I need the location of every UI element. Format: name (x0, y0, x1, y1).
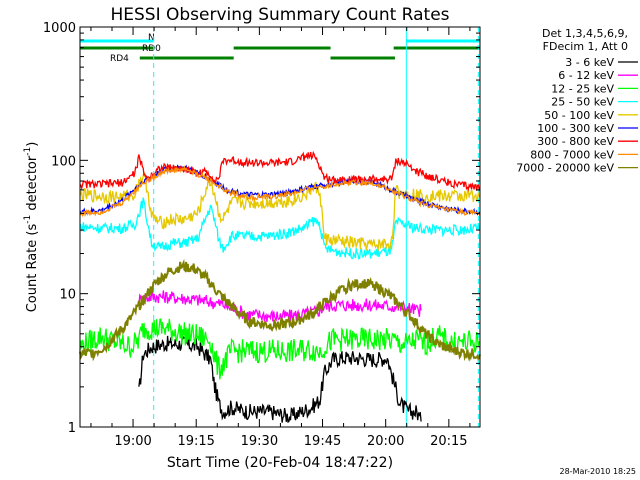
legend-label-4: 50 - 100 keV (544, 109, 614, 122)
chart-title: HESSI Observing Summary Count Rates (110, 5, 449, 25)
series-line-3 (79, 197, 481, 260)
x-axis-ticks: 19:00 19:15 19:30 19:45 20:00 20:15 (90, 27, 471, 449)
flag-label-1: RD0 (142, 44, 161, 54)
x-tick-label: 19:30 (241, 434, 278, 449)
legend-label-1: 6 - 12 keV (558, 69, 614, 82)
series-line-1 (138, 289, 422, 322)
series-lines (79, 150, 481, 423)
legend: Det 1,3,4,5,6,9,FDecim 1, Att 0 3 - 6 keV… (516, 27, 638, 175)
x-tick-label: 19:45 (304, 434, 341, 449)
x-axis-label: Start Time (20-Feb-04 18:47:22) (167, 455, 393, 471)
legend-header-0: Det 1,3,4,5,6,9, (542, 27, 628, 40)
flag-label-0: N (148, 33, 155, 43)
x-tick-label: 20:00 (367, 434, 404, 449)
y-axis-label: Count Rate (s-1 detector-1) (23, 142, 40, 313)
y-axis-label-main: Count Rate (s (25, 224, 40, 313)
flag-label-2: RD4 (110, 54, 129, 64)
vertical-markers (79, 27, 479, 427)
timestamp: 28-Mar-2010 18:25 (560, 467, 637, 476)
y-tick-label: 100 (51, 154, 76, 169)
legend-label-6: 300 - 800 keV (537, 135, 614, 148)
series-line-0 (138, 335, 422, 423)
y-tick-label: 10 (59, 288, 76, 303)
x-tick-label: 20:15 (430, 434, 467, 449)
series-line-6 (79, 150, 481, 192)
legend-label-0: 3 - 6 keV (565, 56, 614, 69)
legend-label-7: 800 - 7000 keV (530, 148, 614, 161)
series-line-2 (79, 318, 481, 380)
y-axis-ticks: 1 10 100 1000 (43, 21, 480, 436)
legend-label-5: 100 - 300 keV (537, 122, 614, 135)
y-axis-label-mid: detector (25, 155, 40, 215)
series-line-4 (79, 171, 481, 251)
legend-label-2: 12 - 25 keV (551, 82, 614, 95)
series-line-7 (79, 165, 481, 218)
y-axis-label-end: ) (25, 142, 40, 147)
series-line-8 (79, 258, 481, 362)
y-tick-label: 1 (68, 421, 76, 436)
x-tick-label: 19:00 (114, 434, 151, 449)
legend-label-3: 25 - 50 keV (551, 96, 614, 109)
y-axis-label-sup1: -1 (23, 215, 33, 224)
legend-header-1: FDecim 1, Att 0 (543, 40, 628, 53)
legend-label-8: 7000 - 20000 keV (516, 162, 614, 175)
y-tick-label: 1000 (43, 21, 76, 36)
x-tick-label: 19:15 (177, 434, 214, 449)
y-axis-label-sup2: -1 (23, 147, 33, 156)
